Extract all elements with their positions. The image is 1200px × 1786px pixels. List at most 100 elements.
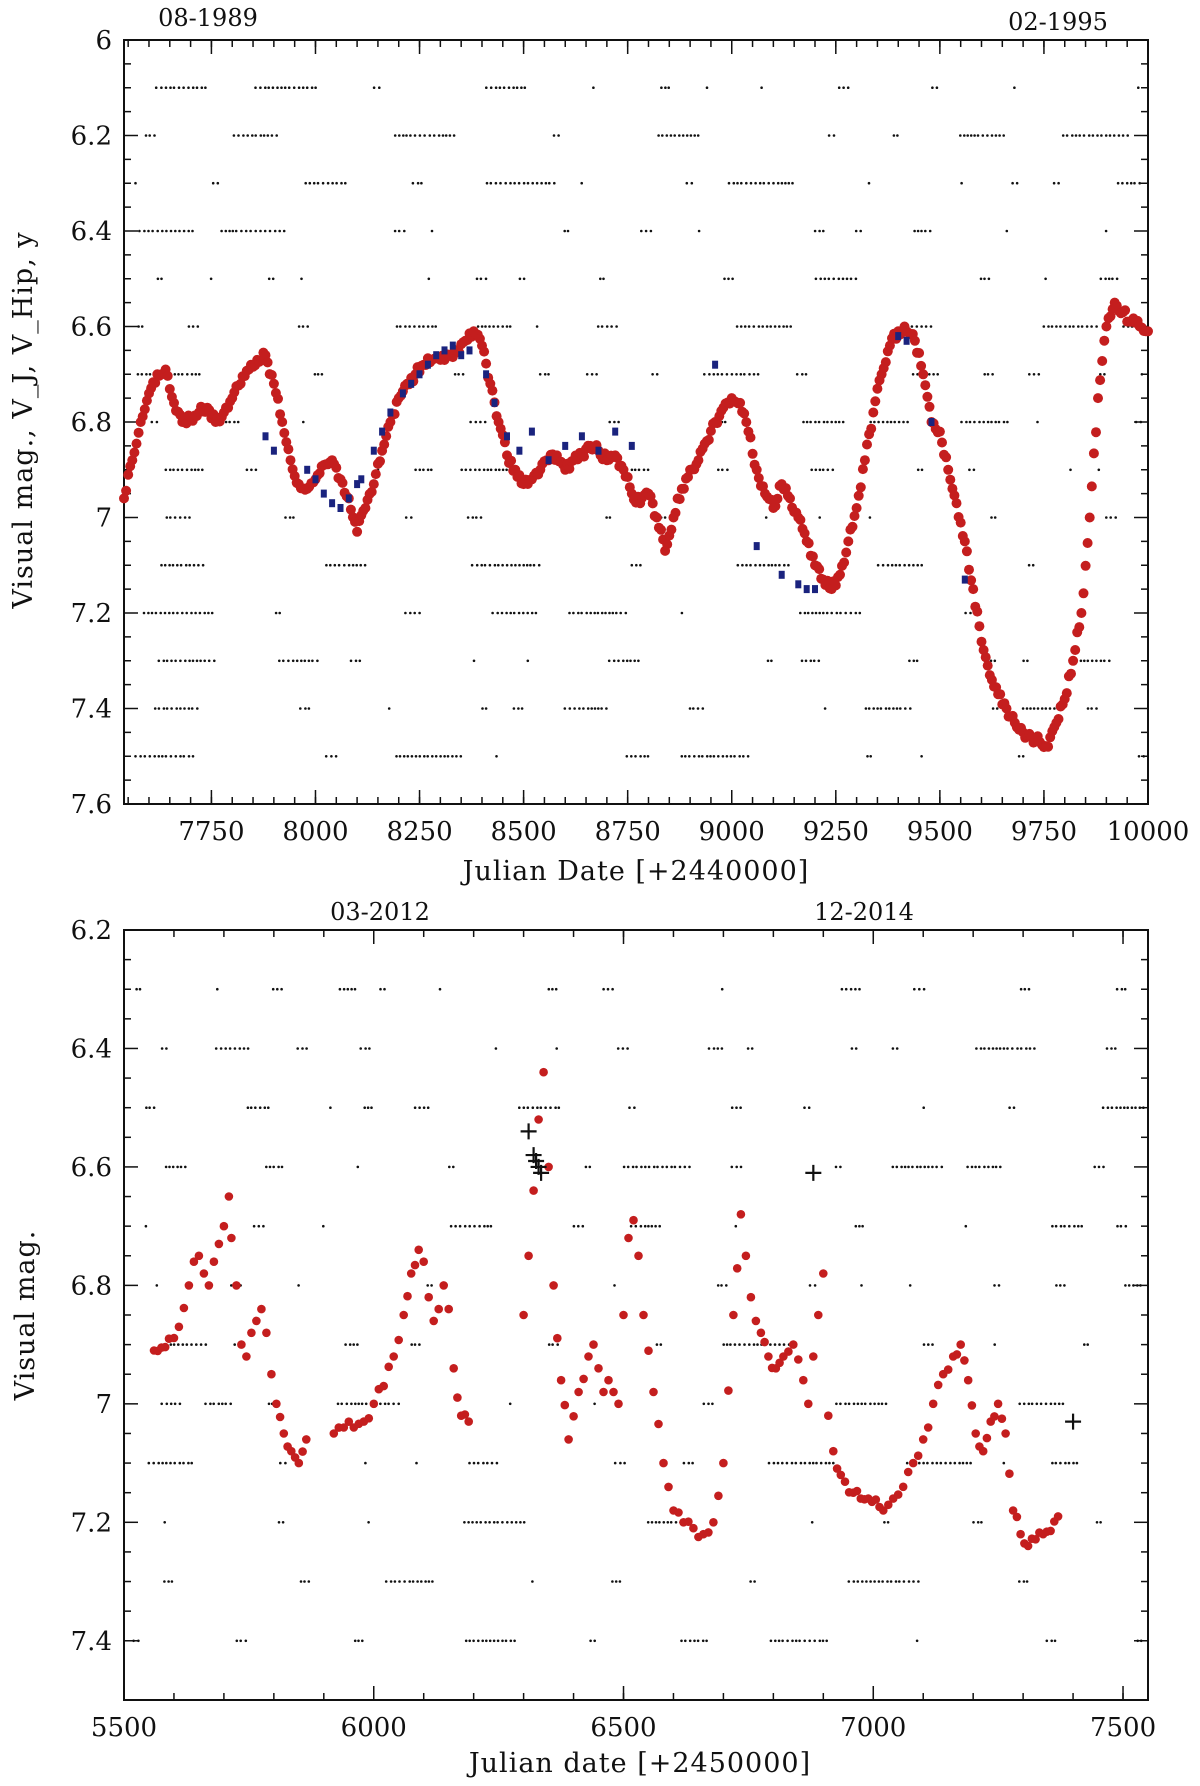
estimate-dot <box>364 1047 367 1050</box>
estimate-dot <box>538 373 542 376</box>
estimate-dot <box>184 1165 187 1169</box>
estimate-dot <box>299 1580 303 1583</box>
estimate-dot <box>278 611 282 615</box>
estimate-dot <box>1025 1047 1028 1050</box>
estimate-dot <box>504 181 508 185</box>
estimate-dot <box>1059 1461 1062 1465</box>
estimate-dot <box>288 516 292 519</box>
estimate-dot <box>460 468 464 472</box>
estimate-dot <box>631 1165 635 1169</box>
estimate-dot <box>1044 1402 1048 1406</box>
estimate-dot <box>543 373 547 376</box>
estimate-dot <box>254 1106 257 1109</box>
estimate-dot <box>643 1224 647 1228</box>
estimate-dot <box>837 86 841 89</box>
visual-mag-point <box>836 1470 846 1480</box>
estimate-dot <box>481 1639 485 1643</box>
estimate-dot <box>662 1521 666 1524</box>
estimate-dot <box>522 277 526 281</box>
estimate-dot <box>997 420 1001 424</box>
estimate-dot <box>494 1047 498 1050</box>
estimate-dot <box>454 1224 457 1228</box>
estimate-dot <box>493 563 497 567</box>
estimate-dot <box>825 1639 828 1643</box>
estimate-dot <box>195 1343 198 1346</box>
estimate-dot <box>987 277 991 281</box>
estimate-dot <box>471 1521 474 1524</box>
visual-mag-point <box>982 1433 992 1443</box>
estimate-dot <box>190 468 193 472</box>
estimate-dot <box>840 987 844 991</box>
hipparcos-point <box>387 408 394 417</box>
estimate-dot <box>163 1580 166 1583</box>
estimate-dot <box>501 1521 504 1524</box>
estimate-dot <box>468 1639 472 1643</box>
estimate-dot <box>691 1461 694 1465</box>
estimate-dot <box>689 134 693 137</box>
estimate-dot <box>201 468 204 472</box>
estimate-dot <box>707 1402 710 1406</box>
estimate-dot <box>841 277 845 281</box>
estimate-dot <box>995 1047 998 1050</box>
estimate-dot <box>647 1224 650 1228</box>
visual-mag-point <box>553 1333 562 1343</box>
estimate-dot <box>701 707 705 710</box>
estimate-dot <box>723 420 727 424</box>
estimate-dot <box>188 563 191 567</box>
estimate-dot <box>640 1165 643 1169</box>
estimate-dot <box>434 325 438 328</box>
estimate-dot <box>168 563 171 567</box>
estimate-dot <box>403 229 406 233</box>
estimate-dot <box>540 181 543 185</box>
estimate-dot <box>1027 1402 1031 1406</box>
estimate-dot <box>777 1639 781 1643</box>
estimate-dot <box>705 1639 708 1643</box>
visual-mag-point <box>302 1435 311 1444</box>
estimate-dot <box>809 420 812 424</box>
estimate-dot <box>828 1461 831 1465</box>
estimate-dot <box>281 1521 285 1524</box>
estimate-dot <box>1065 134 1069 137</box>
estimate-dot <box>702 1402 706 1406</box>
visual-mag-point <box>764 1352 773 1361</box>
estimate-dot <box>860 1284 863 1287</box>
estimate-dot <box>592 86 595 89</box>
estimate-dot <box>810 468 813 472</box>
estimate-dot <box>712 1047 716 1050</box>
estimate-dot <box>684 755 687 758</box>
estimate-dot <box>1116 181 1120 185</box>
visual-mag-point <box>384 1362 394 1372</box>
estimate-dot <box>536 1106 539 1109</box>
estimate-dot <box>1099 659 1103 663</box>
visual-mag-point <box>394 1335 404 1345</box>
estimate-dot <box>134 755 137 758</box>
estimate-dot <box>729 1343 732 1346</box>
estimate-dot <box>586 707 590 710</box>
visual-mag-point <box>1005 1469 1014 1478</box>
visual-mag-point <box>584 1352 593 1361</box>
visual-mag-point <box>275 409 286 420</box>
estimate-dot <box>725 1284 728 1287</box>
estimate-dot <box>169 1343 173 1346</box>
estimate-dot <box>464 1639 468 1643</box>
estimate-dot <box>839 611 842 615</box>
visual-mag-point <box>678 483 689 494</box>
hipparcos-point <box>612 427 619 436</box>
visual-mag-point <box>1066 668 1076 679</box>
estimate-dot <box>1030 1402 1034 1406</box>
estimate-dot <box>1074 134 1078 137</box>
estimate-dot <box>660 86 663 89</box>
estimate-dot <box>770 659 773 663</box>
estimate-dot <box>669 134 673 137</box>
estimate-dot <box>250 468 253 472</box>
estimate-dot <box>150 420 154 424</box>
hipparcos-point <box>528 427 535 436</box>
y-tick-label: 6.6 <box>71 1153 112 1183</box>
estimate-dot <box>1018 1402 1021 1406</box>
estimate-dot <box>629 1224 633 1228</box>
estimate-dot <box>480 325 484 328</box>
estimate-dot <box>1119 1224 1123 1228</box>
estimate-dot <box>835 1402 838 1406</box>
hipparcos-point <box>304 465 311 474</box>
estimate-dot <box>789 325 792 328</box>
